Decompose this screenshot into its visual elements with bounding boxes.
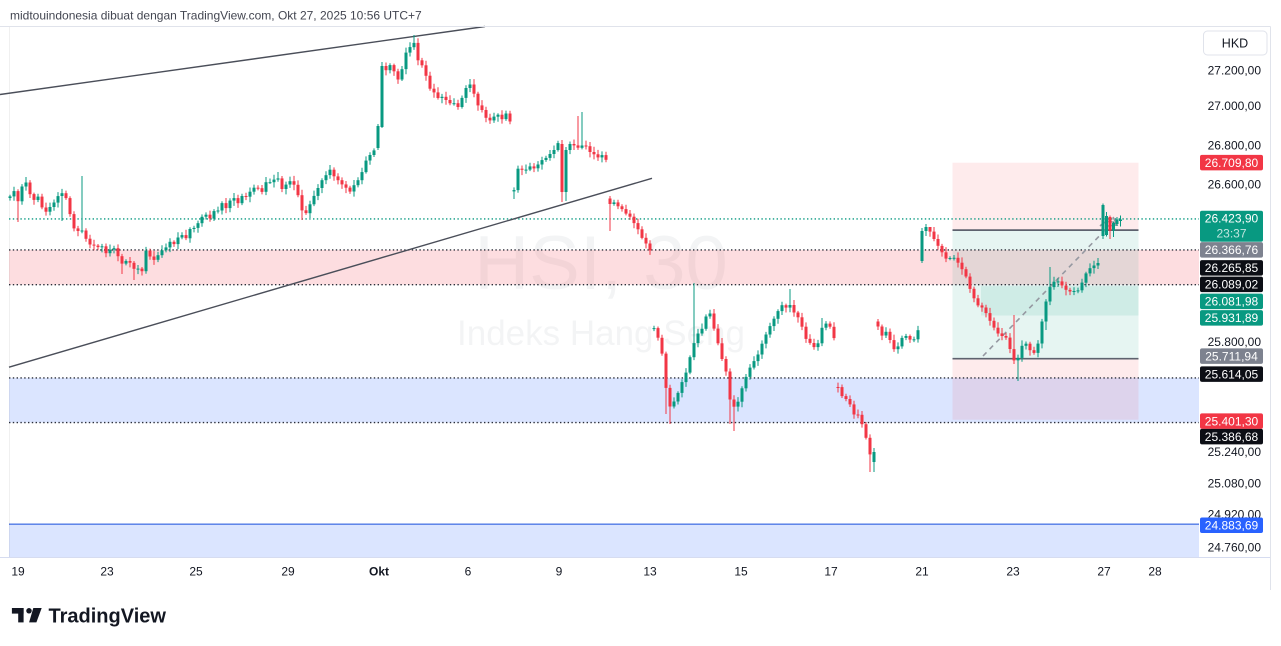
svg-text:6: 6: [465, 565, 472, 579]
svg-text:25.711,94: 25.711,94: [1205, 349, 1258, 363]
svg-text:25.931,89: 25.931,89: [1205, 311, 1259, 325]
svg-text:25.401,30: 25.401,30: [1205, 414, 1259, 428]
svg-text:25: 25: [189, 565, 203, 579]
svg-text:26.709,80: 26.709,80: [1205, 156, 1259, 170]
svg-text:26.800,00: 26.800,00: [1208, 138, 1262, 152]
svg-text:27.200,00: 27.200,00: [1208, 64, 1262, 78]
svg-text:26.600,00: 26.600,00: [1208, 178, 1262, 192]
svg-text:26.089,02: 26.089,02: [1205, 278, 1259, 292]
svg-text:23:37: 23:37: [1216, 226, 1246, 240]
svg-text:midtouindonesia dibuat dengan: midtouindonesia dibuat dengan TradingVie…: [10, 9, 422, 23]
svg-text:9: 9: [556, 565, 563, 579]
svg-text:HSI, 30: HSI, 30: [474, 221, 727, 306]
svg-text:24.883,69: 24.883,69: [1205, 518, 1259, 532]
svg-text:15: 15: [734, 565, 748, 579]
svg-text:TradingView: TradingView: [49, 606, 167, 628]
svg-text:26.081,98: 26.081,98: [1205, 295, 1259, 309]
svg-text:27.000,00: 27.000,00: [1208, 99, 1262, 113]
svg-text:Okt: Okt: [369, 565, 389, 579]
svg-text:28: 28: [1148, 565, 1162, 579]
svg-text:HKD: HKD: [1222, 37, 1248, 51]
svg-text:13: 13: [643, 565, 657, 579]
svg-text:17: 17: [824, 565, 838, 579]
svg-text:25.240,00: 25.240,00: [1208, 445, 1262, 459]
svg-text:26.423,90: 26.423,90: [1205, 211, 1259, 225]
svg-text:25.386,68: 25.386,68: [1205, 430, 1259, 444]
svg-text:24.760,00: 24.760,00: [1208, 541, 1262, 555]
svg-text:19: 19: [11, 565, 25, 579]
svg-text:21: 21: [915, 565, 929, 579]
svg-text:23: 23: [100, 565, 114, 579]
svg-text:26.366,76: 26.366,76: [1205, 243, 1259, 257]
svg-text:26.265,85: 26.265,85: [1205, 261, 1259, 275]
svg-text:27: 27: [1097, 565, 1111, 579]
svg-text:23: 23: [1006, 565, 1020, 579]
svg-text:25.800,00: 25.800,00: [1208, 335, 1262, 349]
svg-text:25.614,05: 25.614,05: [1205, 367, 1259, 381]
svg-text:29: 29: [281, 565, 295, 579]
svg-text:25.080,00: 25.080,00: [1208, 476, 1262, 490]
